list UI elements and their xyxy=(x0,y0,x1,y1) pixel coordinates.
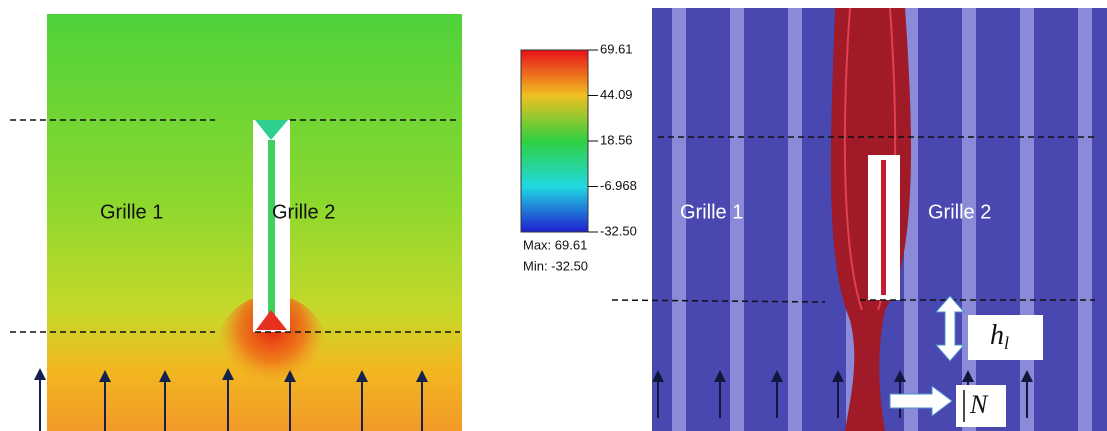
colorbar-scale xyxy=(520,49,589,233)
arrow-head xyxy=(771,370,783,382)
hot-spot xyxy=(217,295,327,405)
grille-label: Grille 1 xyxy=(100,201,163,223)
height-symbol: hl xyxy=(990,320,1009,353)
grille-label: Grille 2 xyxy=(928,201,991,223)
grille-label: Grille 2 xyxy=(272,201,335,223)
inflow-arrows xyxy=(652,370,1033,418)
height-arrow xyxy=(934,295,966,362)
right-panel: Grille 1 Grille 2 hl N xyxy=(611,7,1107,431)
left-panel: Grille 1 Grille 2 xyxy=(10,14,462,431)
arrow-head xyxy=(34,368,46,380)
inflow-arrows xyxy=(34,368,428,431)
spacing-symbol: N xyxy=(969,390,989,419)
arrow-head xyxy=(222,368,234,380)
arrow-head xyxy=(284,370,296,382)
arrow-head xyxy=(962,370,974,382)
colorbar-tick-label: -32.50 xyxy=(600,223,637,238)
colorbar-tick-label: 44.09 xyxy=(600,87,633,102)
max-label: Max: 69.61 xyxy=(523,237,587,252)
arrow-head xyxy=(832,370,844,382)
min-label: Min: -32.50 xyxy=(523,258,588,273)
plate-tip xyxy=(255,120,288,140)
colorbar-tick-label: -6.968 xyxy=(600,178,637,193)
height-box xyxy=(968,315,1043,360)
spacing-arrow xyxy=(889,385,953,417)
grille-label: Grille 1 xyxy=(680,201,743,223)
colorbar-tick-label: 69.61 xyxy=(600,41,633,56)
arrow-head xyxy=(652,370,664,382)
grid-boundary xyxy=(611,299,826,303)
arrow-head xyxy=(416,370,428,382)
arrow-head xyxy=(99,370,111,382)
plate-base xyxy=(256,310,287,330)
arrow-head xyxy=(894,370,906,382)
plate-core xyxy=(268,140,275,315)
plate-core xyxy=(881,160,886,295)
colorbar-tick-label: 18.56 xyxy=(600,132,633,147)
colorbar: 69.61 44.09 18.56 -6.968 -32.50 Max: 69.61 M… xyxy=(520,41,637,273)
arrow-head xyxy=(356,370,368,382)
arrow-head xyxy=(1021,370,1033,382)
arrow-head xyxy=(159,370,171,382)
arrow-head xyxy=(714,370,726,382)
colorbar-ticks: 69.61 44.09 18.56 -6.968 -32.50 xyxy=(588,41,637,238)
